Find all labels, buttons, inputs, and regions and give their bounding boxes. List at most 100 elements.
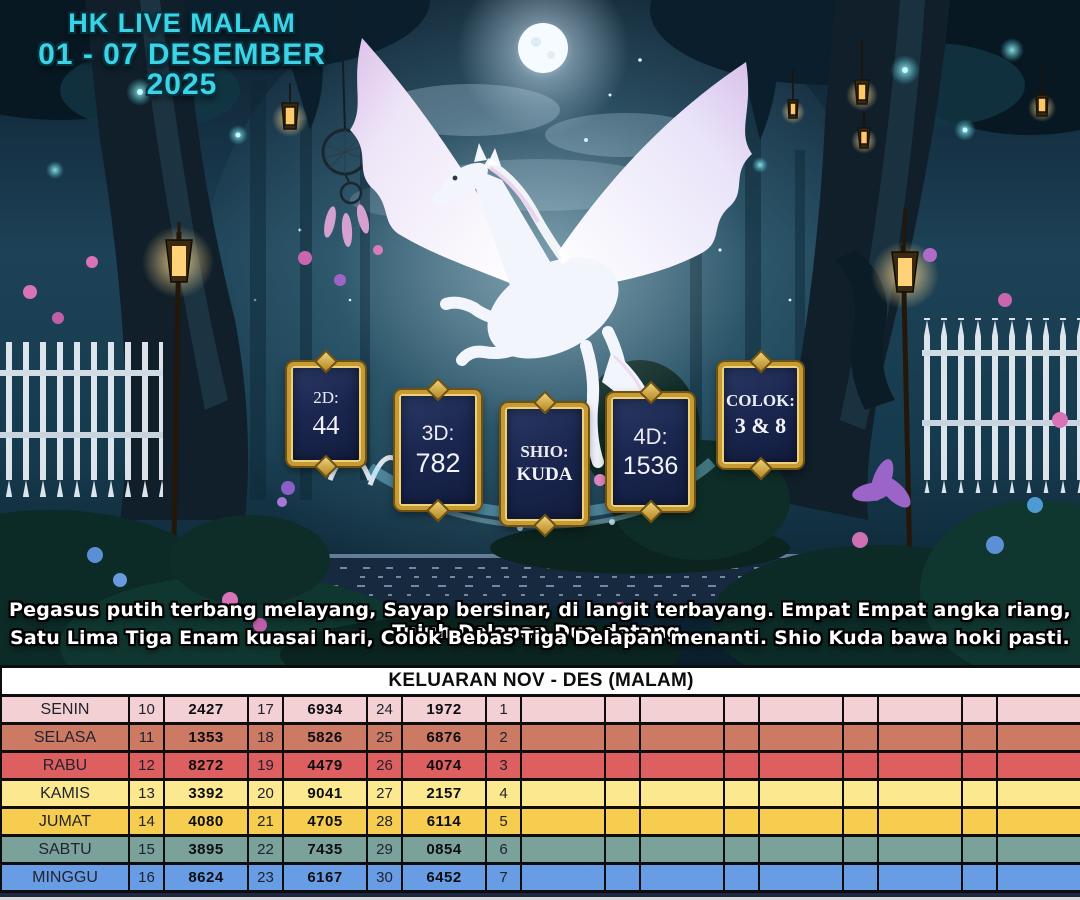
prediction-colok-value: 3 & 8 <box>734 413 787 438</box>
result-cell <box>758 750 844 781</box>
canopy-glow-lights <box>46 38 1024 179</box>
date-cell: 4 <box>485 778 522 809</box>
result-cell <box>877 862 963 893</box>
date-cell: 3 <box>485 750 522 781</box>
results-board: KELUARAN NOV - DES (MALAM) SENIN 10 2427 17… <box>0 665 1080 900</box>
day-cell: JUMAT <box>0 806 130 837</box>
date-cell: 24 <box>366 694 403 725</box>
result-cell: 6934 <box>282 694 368 725</box>
date-cell: 7 <box>485 862 522 893</box>
result-cell <box>758 778 844 809</box>
result-cell: 6452 <box>401 862 487 893</box>
forest-scene-illustration <box>0 0 1080 665</box>
result-cell <box>758 862 844 893</box>
date-cell: 6 <box>485 834 522 865</box>
date-cell <box>961 862 998 893</box>
result-cell: 4074 <box>401 750 487 781</box>
result-cell: 3895 <box>163 834 249 865</box>
result-cell: 8272 <box>163 750 249 781</box>
result-cell <box>639 834 725 865</box>
date-cell <box>723 750 760 781</box>
date-cell <box>604 750 641 781</box>
date-cell: 12 <box>128 750 165 781</box>
date-cell <box>723 806 760 837</box>
day-cell: SELASA <box>0 722 130 753</box>
result-cell: 3392 <box>163 778 249 809</box>
result-cell: 8624 <box>163 862 249 893</box>
date-cell <box>723 862 760 893</box>
date-cell: 22 <box>247 834 284 865</box>
date-cell <box>604 778 641 809</box>
date-cell <box>723 722 760 753</box>
result-cell: 6114 <box>401 806 487 837</box>
date-cell: 25 <box>366 722 403 753</box>
date-cell: 30 <box>366 862 403 893</box>
pegasus-artwork: HK LIVE MALAM 01 - 07 DESEMBER 2025 2D: … <box>0 0 1080 665</box>
banner-title-line1: HK LIVE MALAM <box>68 8 296 38</box>
date-cell: 23 <box>247 862 284 893</box>
prediction-4d-value: 1536 <box>622 451 679 480</box>
date-cell <box>842 806 879 837</box>
date-cell <box>961 806 998 837</box>
caption-line1: Pegasus putih terbang melayang, Sayap be… <box>9 599 1071 643</box>
table-row: SELASA 11 1353 18 5826 25 6876 2 <box>0 722 1080 753</box>
result-cell <box>877 834 963 865</box>
date-cell <box>604 862 641 893</box>
result-cell <box>995 694 1080 725</box>
result-cell <box>520 806 606 837</box>
prediction-4d-label: 4D: <box>633 423 668 449</box>
prediction-frame-shio: SHIO: KUDA <box>501 403 588 525</box>
result-cell <box>877 722 963 753</box>
table-row: RABU 12 8272 19 4479 26 4074 3 <box>0 750 1080 781</box>
prediction-2d-value: 44 <box>312 409 340 440</box>
result-cell <box>758 834 844 865</box>
fence-right <box>922 318 1080 493</box>
prediction-frame-2d: 2D: 44 <box>287 362 365 466</box>
pegasus-left-wing <box>350 38 522 284</box>
result-cell <box>639 722 725 753</box>
day-cell: SENIN <box>0 694 130 725</box>
moon-icon <box>457 0 629 136</box>
date-cell <box>842 778 879 809</box>
date-cell <box>604 722 641 753</box>
prediction-shio-label: SHIO: <box>520 442 569 461</box>
date-cell <box>842 750 879 781</box>
date-cell <box>604 834 641 865</box>
date-cell <box>961 778 998 809</box>
date-cell <box>842 694 879 725</box>
date-cell <box>842 722 879 753</box>
table-row: MINGGU 16 8624 23 6167 30 6452 7 <box>0 862 1080 893</box>
prediction-3d-value: 782 <box>415 447 461 478</box>
result-cell <box>995 806 1080 837</box>
result-cell <box>877 750 963 781</box>
table-row: SABTU 15 3895 22 7435 29 0854 6 <box>0 834 1080 865</box>
result-cell <box>995 722 1080 753</box>
result-cell: 7435 <box>282 834 368 865</box>
date-cell: 17 <box>247 694 284 725</box>
result-cell <box>520 722 606 753</box>
date-cell: 14 <box>128 806 165 837</box>
result-cell <box>995 750 1080 781</box>
result-cell: 6167 <box>282 862 368 893</box>
prediction-frame-4d: 4D: 1536 <box>607 393 694 511</box>
date-cell: 28 <box>366 806 403 837</box>
result-cell <box>520 862 606 893</box>
result-cell <box>639 862 725 893</box>
result-cell <box>995 778 1080 809</box>
date-cell: 19 <box>247 750 284 781</box>
result-cell <box>520 778 606 809</box>
prediction-2d-label: 2D: <box>313 387 339 407</box>
hanging-lanterns <box>272 40 1056 200</box>
result-cell: 1972 <box>401 694 487 725</box>
date-cell: 20 <box>247 778 284 809</box>
bottom-gray-strip <box>0 897 1080 900</box>
result-cell: 2157 <box>401 778 487 809</box>
result-cell <box>639 778 725 809</box>
table-row: KAMIS 13 3392 20 9041 27 2157 4 <box>0 778 1080 809</box>
prediction-colok-label: COLOK: <box>726 391 795 410</box>
date-cell <box>842 862 879 893</box>
banner-title-line2: 01 - 07 DESEMBER 2025 <box>38 37 326 102</box>
date-cell: 1 <box>485 694 522 725</box>
result-cell: 5826 <box>282 722 368 753</box>
prediction-frame-3d: 3D: 782 <box>395 390 481 510</box>
